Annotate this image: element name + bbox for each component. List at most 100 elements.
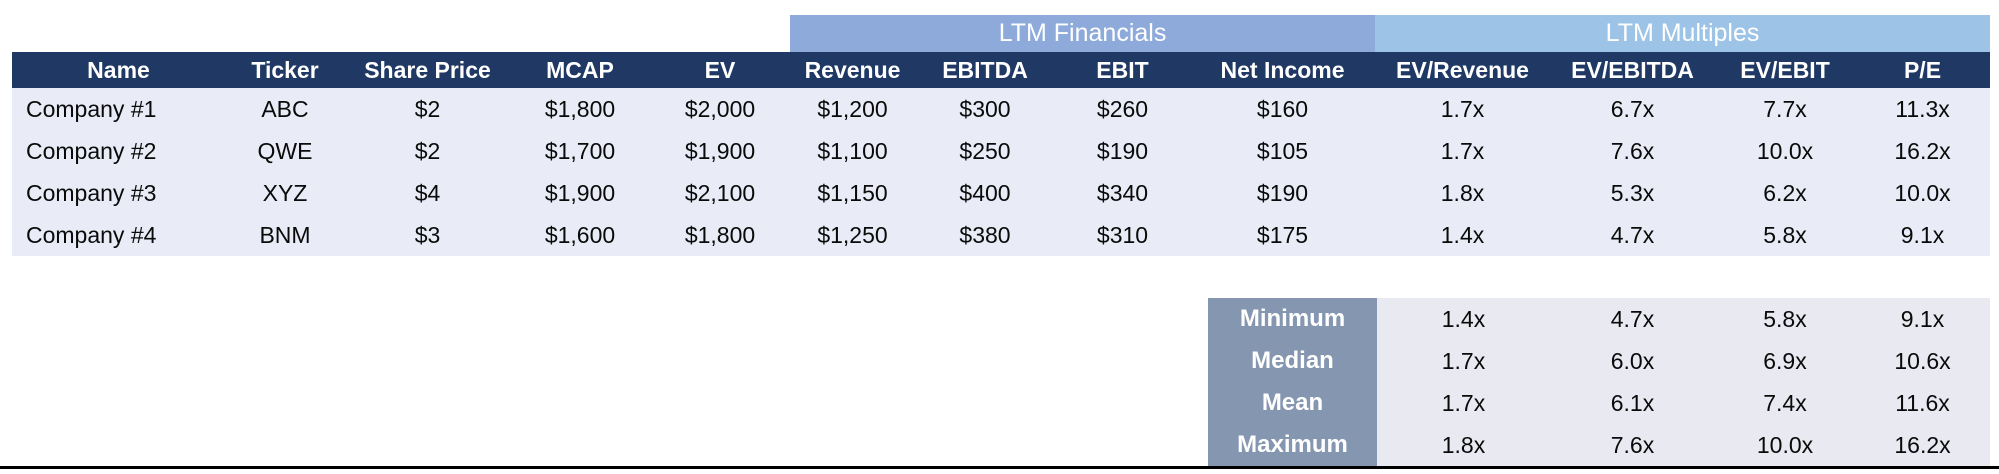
summary-max-ev-ebit: 10.0x [1715,424,1855,466]
summary-row-mean: Mean 1.7x 6.1x 7.4x 11.6x [1208,382,1990,424]
cell-ev-ebit: 5.8x [1715,214,1856,256]
summary-mean-ev-ebit: 7.4x [1715,382,1855,424]
col-header-ev-ebitda: EV/EBITDA [1550,52,1716,88]
col-header-mcap: MCAP [510,52,650,88]
summary-row-median: Median 1.7x 6.0x 6.9x 10.6x [1208,340,1990,382]
cell-net-income: $160 [1190,88,1376,130]
summary-max-ev-ebitda: 7.6x [1550,424,1715,466]
summary-mean-ev-revenue: 1.7x [1377,382,1550,424]
summary-stats-table: Minimum 1.4x 4.7x 5.8x 9.1x Median 1.7x … [1208,298,1990,466]
summary-label-median: Median [1208,340,1377,382]
cell-revenue: $1,100 [790,130,915,172]
cell-ebitda: $400 [915,172,1055,214]
cell-ev: $1,800 [650,214,790,256]
column-header-row: Name Ticker Share Price MCAP EV Revenue … [12,52,1991,88]
summary-row-maximum: Maximum 1.8x 7.6x 10.0x 16.2x [1208,424,1990,466]
cell-ev: $1,900 [650,130,790,172]
cell-revenue: $1,200 [790,88,915,130]
summary-median-ev-ebitda: 6.0x [1550,340,1715,382]
cell-ticker: BNM [225,214,345,256]
cell-ebitda: $380 [915,214,1055,256]
cell-name: Company #4 [12,214,225,256]
cell-ebitda: $250 [915,130,1055,172]
cell-name: Company #2 [12,130,225,172]
summary-label-minimum: Minimum [1208,298,1377,340]
cell-ev-revenue: 1.7x [1375,130,1551,172]
col-header-net-income: Net Income [1190,52,1376,88]
group-header-ltm-multiples: LTM Multiples [1375,15,1991,52]
cell-ebitda: $300 [915,88,1055,130]
comps-table: LTM Financials LTM Multiples Name Ticker… [12,15,1991,256]
col-header-ev-revenue: EV/Revenue [1375,52,1551,88]
cell-ebit: $260 [1055,88,1190,130]
summary-label-maximum: Maximum [1208,424,1377,466]
cell-ticker: QWE [225,130,345,172]
cell-share-price: $2 [345,130,510,172]
cell-name: Company #1 [12,88,225,130]
col-header-ticker: Ticker [225,52,345,88]
cell-ev-ebit: 7.7x [1715,88,1856,130]
cell-mcap: $1,600 [510,214,650,256]
cell-ebit: $310 [1055,214,1190,256]
cell-ebit: $190 [1055,130,1190,172]
table-row-company-4: Company #4 BNM $3 $1,600 $1,800 $1,250 $… [12,214,1991,256]
col-header-name: Name [12,52,225,88]
summary-label-mean: Mean [1208,382,1377,424]
cell-pe: 10.0x [1855,172,1991,214]
summary-min-ev-revenue: 1.4x [1377,298,1550,340]
cell-ev: $2,000 [650,88,790,130]
summary-median-ev-revenue: 1.7x [1377,340,1550,382]
cell-ev-ebitda: 4.7x [1550,214,1716,256]
cell-name: Company #3 [12,172,225,214]
cell-ev-revenue: 1.4x [1375,214,1551,256]
cell-ev-ebitda: 7.6x [1550,130,1716,172]
group-header-row: LTM Financials LTM Multiples [12,15,1991,52]
cell-revenue: $1,250 [790,214,915,256]
cell-ticker: XYZ [225,172,345,214]
summary-median-pe: 10.6x [1855,340,1990,382]
summary-mean-ev-ebitda: 6.1x [1550,382,1715,424]
cell-ev: $2,100 [650,172,790,214]
col-header-share-price: Share Price [345,52,510,88]
cell-ev-revenue: 1.8x [1375,172,1551,214]
col-header-ev: EV [650,52,790,88]
cell-mcap: $1,700 [510,130,650,172]
cell-ticker: ABC [225,88,345,130]
bottom-border-line [0,466,1999,469]
table-row-company-3: Company #3 XYZ $4 $1,900 $2,100 $1,150 $… [12,172,1991,214]
summary-mean-pe: 11.6x [1855,382,1990,424]
cell-ev-ebit: 6.2x [1715,172,1856,214]
cell-pe: 16.2x [1855,130,1991,172]
summary-max-ev-revenue: 1.8x [1377,424,1550,466]
table-row-company-2: Company #2 QWE $2 $1,700 $1,900 $1,100 $… [12,130,1991,172]
cell-mcap: $1,800 [510,88,650,130]
cell-share-price: $3 [345,214,510,256]
table-row-company-1: Company #1 ABC $2 $1,800 $2,000 $1,200 $… [12,88,1991,130]
cell-ev-ebitda: 6.7x [1550,88,1716,130]
cell-net-income: $105 [1190,130,1376,172]
cell-pe: 9.1x [1855,214,1991,256]
cell-net-income: $175 [1190,214,1376,256]
summary-row-minimum: Minimum 1.4x 4.7x 5.8x 9.1x [1208,298,1990,340]
summary-min-pe: 9.1x [1855,298,1990,340]
col-header-revenue: Revenue [790,52,915,88]
summary-min-ev-ebit: 5.8x [1715,298,1855,340]
cell-ev-revenue: 1.7x [1375,88,1551,130]
col-header-pe: P/E [1855,52,1991,88]
col-header-ebitda: EBITDA [915,52,1055,88]
cell-revenue: $1,150 [790,172,915,214]
cell-share-price: $2 [345,88,510,130]
col-header-ev-ebit: EV/EBIT [1715,52,1856,88]
group-header-spacer [12,15,790,52]
cell-mcap: $1,900 [510,172,650,214]
col-header-ebit: EBIT [1055,52,1190,88]
summary-median-ev-ebit: 6.9x [1715,340,1855,382]
summary-min-ev-ebitda: 4.7x [1550,298,1715,340]
cell-pe: 11.3x [1855,88,1991,130]
cell-share-price: $4 [345,172,510,214]
cell-ev-ebitda: 5.3x [1550,172,1716,214]
group-header-ltm-financials: LTM Financials [790,15,1376,52]
cell-ev-ebit: 10.0x [1715,130,1856,172]
cell-net-income: $190 [1190,172,1376,214]
cell-ebit: $340 [1055,172,1190,214]
